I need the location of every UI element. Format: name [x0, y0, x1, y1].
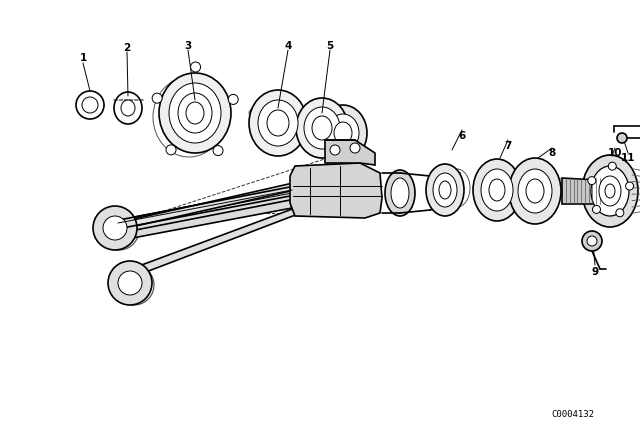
- Text: 1: 1: [79, 53, 86, 63]
- Polygon shape: [120, 200, 292, 240]
- Text: 4: 4: [284, 41, 292, 51]
- Ellipse shape: [473, 159, 521, 221]
- Text: 2: 2: [124, 43, 131, 53]
- Circle shape: [350, 143, 360, 153]
- Text: 7: 7: [504, 141, 512, 151]
- Ellipse shape: [385, 170, 415, 216]
- Ellipse shape: [312, 116, 332, 140]
- Circle shape: [616, 209, 624, 217]
- Text: 3: 3: [184, 41, 191, 51]
- Text: 11: 11: [621, 153, 636, 163]
- Circle shape: [593, 206, 600, 213]
- Circle shape: [588, 177, 596, 185]
- Circle shape: [626, 182, 634, 190]
- Circle shape: [108, 261, 152, 305]
- Polygon shape: [116, 183, 295, 230]
- Circle shape: [103, 216, 127, 240]
- Ellipse shape: [121, 100, 135, 116]
- Polygon shape: [562, 178, 606, 204]
- Ellipse shape: [304, 107, 340, 149]
- Circle shape: [118, 271, 142, 295]
- Ellipse shape: [159, 73, 231, 153]
- Ellipse shape: [433, 173, 457, 207]
- Ellipse shape: [526, 179, 544, 203]
- Circle shape: [617, 133, 627, 143]
- Circle shape: [587, 236, 597, 246]
- Ellipse shape: [169, 83, 221, 143]
- Text: C0004132: C0004132: [551, 410, 595, 419]
- Ellipse shape: [319, 105, 367, 161]
- Ellipse shape: [518, 169, 552, 213]
- Text: 5: 5: [326, 41, 333, 51]
- Circle shape: [152, 93, 162, 103]
- Polygon shape: [118, 193, 295, 233]
- Circle shape: [191, 62, 200, 72]
- Polygon shape: [120, 208, 298, 280]
- Polygon shape: [290, 163, 382, 218]
- Text: 8: 8: [548, 148, 556, 158]
- Ellipse shape: [599, 176, 621, 206]
- Circle shape: [93, 206, 137, 250]
- Circle shape: [76, 91, 104, 119]
- Ellipse shape: [114, 92, 142, 124]
- Circle shape: [82, 97, 98, 113]
- Ellipse shape: [178, 93, 212, 133]
- Ellipse shape: [391, 178, 409, 208]
- Ellipse shape: [509, 158, 561, 224]
- Circle shape: [166, 145, 176, 155]
- Ellipse shape: [258, 100, 298, 146]
- Ellipse shape: [582, 155, 638, 227]
- Ellipse shape: [249, 90, 307, 156]
- Ellipse shape: [186, 102, 204, 124]
- Text: 6: 6: [458, 131, 466, 141]
- Circle shape: [582, 231, 602, 251]
- Ellipse shape: [267, 110, 289, 136]
- Ellipse shape: [605, 184, 615, 198]
- Text: 10: 10: [608, 148, 622, 158]
- Ellipse shape: [439, 181, 451, 199]
- Circle shape: [213, 146, 223, 155]
- Polygon shape: [112, 186, 297, 230]
- Ellipse shape: [296, 98, 348, 158]
- Ellipse shape: [327, 114, 359, 152]
- Ellipse shape: [481, 169, 513, 211]
- Circle shape: [228, 95, 238, 104]
- Polygon shape: [325, 140, 375, 165]
- Circle shape: [330, 145, 340, 155]
- Ellipse shape: [591, 166, 629, 216]
- Text: 9: 9: [591, 267, 598, 277]
- Ellipse shape: [426, 164, 464, 216]
- Ellipse shape: [334, 122, 352, 144]
- Ellipse shape: [489, 179, 505, 201]
- Circle shape: [608, 162, 616, 170]
